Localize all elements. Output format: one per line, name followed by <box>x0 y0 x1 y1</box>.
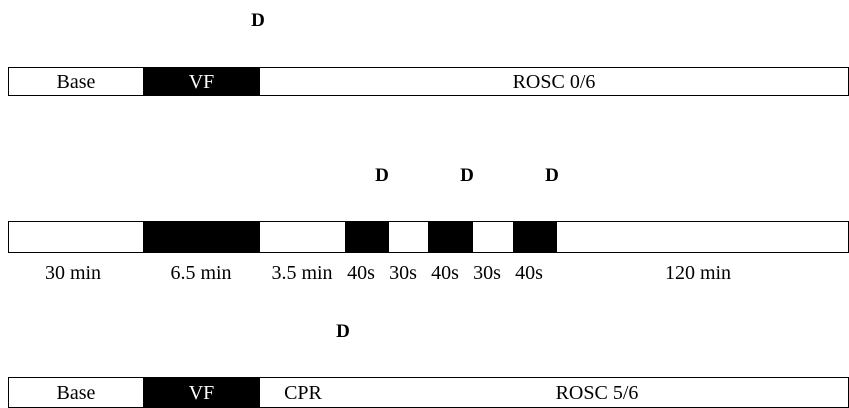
phase-cpr-30s <box>389 222 428 252</box>
duration-label: 6.5 min <box>170 262 232 284</box>
duration-label: 120 min <box>664 262 732 284</box>
duration-label: 40s <box>515 262 543 284</box>
phase-vf <box>143 222 260 252</box>
segment-base: Base <box>9 378 143 407</box>
segment-vf: VF <box>143 378 260 407</box>
protocol-bar-2 <box>8 221 849 253</box>
segment-rosc: ROSC 5/6 <box>346 378 848 407</box>
defibrillation-marker: D <box>545 165 559 186</box>
phase-vf-40s <box>345 222 389 252</box>
phase-vf-40s <box>428 222 473 252</box>
protocol-bar-1: Base VF ROSC 0/6 <box>8 67 849 96</box>
phase-cpr-30s <box>473 222 513 252</box>
segment-cpr: CPR <box>260 378 347 407</box>
protocol-bar-3: Base VF CPR ROSC 5/6 <box>8 377 849 408</box>
segment-base: Base <box>9 68 143 95</box>
duration-label: 40s <box>347 262 375 284</box>
segment-rosc: ROSC 0/6 <box>260 68 848 95</box>
duration-label: 3.5 min <box>271 262 333 284</box>
phase-vf-40s <box>513 222 557 252</box>
defibrillation-marker: D <box>336 321 350 342</box>
duration-label: 30s <box>389 262 417 284</box>
phase-recovery <box>557 222 848 252</box>
defibrillation-marker: D <box>375 165 389 186</box>
duration-label: 30 min <box>44 262 102 284</box>
defibrillation-marker: D <box>460 165 474 186</box>
segment-vf: VF <box>143 68 260 95</box>
duration-label: 40s <box>431 262 459 284</box>
phase-cpr <box>260 222 345 252</box>
defibrillation-marker: D <box>251 10 265 31</box>
phase-baseline <box>9 222 143 252</box>
duration-label: 30s <box>473 262 501 284</box>
